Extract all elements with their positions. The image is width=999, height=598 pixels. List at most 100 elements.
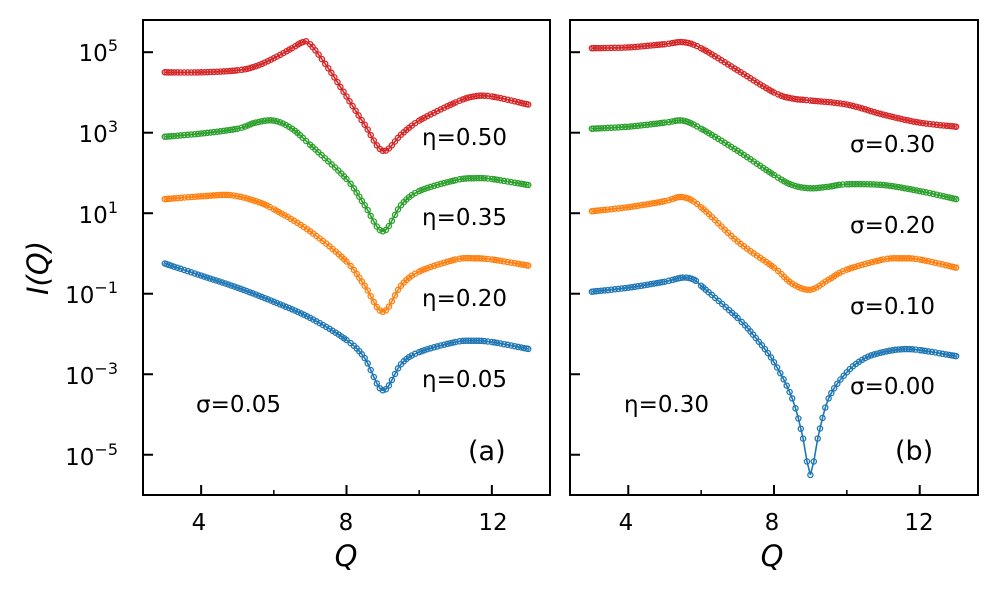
data-point [840, 372, 847, 379]
data-point [201, 192, 208, 200]
data-point [225, 281, 232, 288]
data-point [901, 184, 908, 192]
data-point [650, 199, 658, 207]
data-point [864, 353, 872, 360]
data-point [912, 255, 919, 263]
data-point [430, 109, 438, 117]
data-point [394, 206, 402, 213]
data-point [231, 125, 239, 133]
data-point [511, 98, 518, 105]
data-point [364, 360, 371, 367]
data-point [906, 255, 913, 262]
data-point [206, 275, 214, 282]
data-point [177, 265, 184, 273]
data-point [299, 134, 307, 142]
data-point [718, 223, 725, 230]
data-point [216, 278, 223, 285]
data-point [276, 301, 284, 308]
data-point [816, 184, 823, 192]
data-point [267, 117, 275, 124]
data-point [524, 345, 532, 353]
data-point [857, 180, 864, 188]
y-tick-label: 103 [79, 117, 118, 148]
data-point [187, 69, 195, 76]
data-point [217, 128, 224, 135]
data-point [261, 117, 268, 125]
data-point [376, 226, 384, 234]
data-point [942, 351, 950, 358]
data-point [279, 302, 287, 309]
panel-a: η=0.50 η=0.35 η=0.20 η=0.05 σ=0.05 (a) 4… [142, 19, 551, 573]
data-point [233, 192, 241, 200]
data-point [921, 257, 929, 264]
data-point [933, 191, 940, 198]
data-point [922, 189, 930, 196]
data-point [918, 256, 926, 264]
data-point [668, 195, 676, 203]
data-point [514, 98, 522, 106]
data-point [641, 42, 648, 50]
curve-label-sigma-000: σ=0.00 [850, 374, 935, 400]
data-point [350, 185, 358, 192]
data-point [886, 182, 893, 189]
data-point [907, 186, 914, 193]
data-point [932, 349, 939, 356]
data-point [828, 389, 835, 397]
data-point [181, 194, 188, 201]
data-point [807, 185, 814, 192]
data-point [788, 395, 796, 402]
data-point [197, 130, 205, 137]
data-point [867, 352, 875, 359]
data-point [665, 40, 673, 47]
curve-label-sigma-020: σ=0.20 [850, 213, 935, 239]
y-axis-label: I(Q) [21, 241, 55, 295]
data-point [861, 106, 869, 113]
data-point [928, 348, 936, 356]
data-point [819, 414, 826, 422]
data-point [659, 119, 666, 127]
data-point [430, 182, 438, 190]
data-point [226, 191, 234, 199]
data-point [379, 308, 387, 316]
curve-label-sigma-010: σ=0.10 [850, 294, 935, 320]
data-point [367, 212, 374, 220]
x-tick-label: 8 [765, 510, 780, 536]
data-point [849, 102, 857, 110]
data-point [892, 114, 899, 121]
data-point [824, 98, 831, 106]
data-point [507, 342, 515, 349]
data-point [228, 282, 235, 289]
data-point [491, 93, 498, 101]
data-point [273, 53, 281, 60]
data-point [797, 425, 805, 433]
data-point [434, 261, 441, 268]
data-point [394, 286, 402, 294]
data-point [240, 194, 247, 201]
data-point [608, 44, 615, 52]
data-point [437, 260, 444, 267]
data-point [497, 177, 504, 184]
data-point [388, 142, 396, 149]
data-point [200, 273, 208, 280]
data-point [889, 347, 896, 354]
data-point [168, 69, 175, 76]
data-point [500, 177, 508, 185]
data-point [367, 366, 374, 374]
data-point [834, 380, 841, 387]
data-point [370, 373, 378, 381]
data-point [343, 175, 350, 183]
data-point [665, 277, 673, 285]
data-point [481, 92, 488, 99]
data-point [456, 255, 463, 262]
data-point [361, 282, 368, 289]
data-point [478, 255, 485, 262]
data-point [774, 91, 782, 98]
data-point [361, 201, 368, 209]
data-point [207, 192, 214, 199]
data-point [780, 376, 787, 383]
data-point [328, 69, 335, 77]
data-point [270, 298, 278, 306]
data-point [309, 316, 317, 323]
data-point [895, 115, 902, 122]
panel-a-x-tick-labels: 4 8 12 [192, 510, 508, 536]
